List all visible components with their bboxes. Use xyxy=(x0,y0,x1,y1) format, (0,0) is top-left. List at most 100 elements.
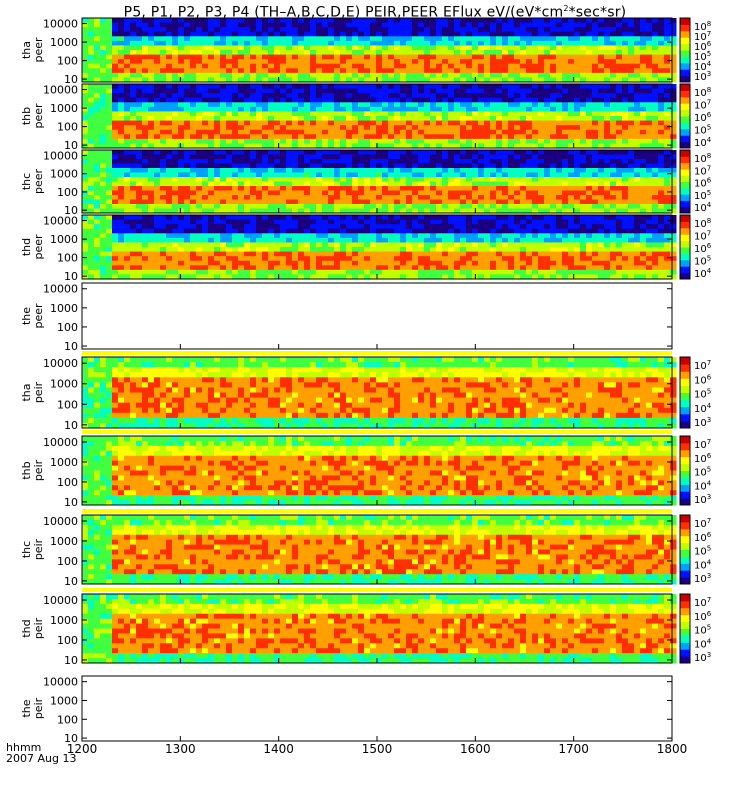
heatmap-cell-tha-peer xyxy=(520,72,527,78)
heatmap-cell-tha-peer xyxy=(322,63,329,69)
heatmap-cell-tha-peer xyxy=(520,63,527,69)
heatmap-cell-thb-peer xyxy=(268,111,275,117)
heatmap-cell-thd-peer xyxy=(292,269,299,275)
heatmap-cell-tha-peer xyxy=(328,54,335,60)
heatmap-cell-thb-peer xyxy=(238,143,245,149)
heatmap-cell-tha-peer xyxy=(430,63,437,69)
heatmap-cell-thc-peer xyxy=(286,159,293,164)
heatmap-cell-thc-peer xyxy=(484,204,491,209)
heatmap-cell-tha-peer xyxy=(646,50,653,56)
heatmap-cell-thb-peer xyxy=(88,111,95,117)
heatmap-cell-thb-peer xyxy=(634,97,641,103)
heatmap-cell-thb-peer xyxy=(268,125,275,131)
heatmap-cell-thb-peer xyxy=(502,88,509,94)
heatmap-cell-thd-peer xyxy=(286,274,293,280)
heatmap-cell-thb-peer xyxy=(526,143,533,149)
heatmap-cell-tha-peer xyxy=(82,77,89,83)
heatmap-cell-thb-peer xyxy=(430,97,437,103)
heatmap-cell-thd-peer xyxy=(298,265,305,271)
heatmap-cell-thc-peer xyxy=(340,159,347,164)
heatmap-cell-thb-peer xyxy=(178,138,185,144)
heatmap-cell-thb-peer xyxy=(100,138,107,144)
heatmap-cell-tha-peer xyxy=(610,63,617,69)
heatmap-cell-tha-peer xyxy=(244,50,251,56)
heatmap-cell-thb-peer xyxy=(220,138,227,144)
heatmap-cell-tha-peer xyxy=(562,72,569,78)
heatmap-cell-thb-peer xyxy=(628,125,635,131)
heatmap-cell-thc-peer xyxy=(370,190,377,196)
heatmap-cell-thb-peer xyxy=(538,102,545,108)
heatmap-cell-thd-peer xyxy=(88,251,95,257)
heatmap-cell-tha-peer xyxy=(268,36,275,42)
heatmap-cell-thb-peer xyxy=(580,97,587,103)
heatmap-cell-thb-peer xyxy=(178,134,185,140)
heatmap-cell-thc-peer xyxy=(670,199,677,205)
heatmap-cell-thc-peer xyxy=(148,150,155,155)
heatmap-cell-thb-peer xyxy=(628,84,635,90)
heatmap-cell-thd-peer xyxy=(160,228,167,234)
heatmap-cell-tha-peer xyxy=(460,27,467,33)
heatmap-cell-thc-peer xyxy=(250,181,257,187)
heatmap-cell-thb-peer xyxy=(652,102,659,108)
heatmap-cell-thb-peer xyxy=(226,97,233,103)
heatmap-cell-thd-peer xyxy=(358,274,365,280)
heatmap-cell-tha-peer xyxy=(292,36,299,42)
heatmap-cell-thc-peer xyxy=(358,150,365,155)
heatmap-cell-thd-peer xyxy=(322,233,329,239)
heatmap-cell-thb-peer xyxy=(406,120,413,126)
heatmap-cell-thb-peer xyxy=(316,102,323,108)
heatmap-cell-thc-peer xyxy=(394,159,401,164)
heatmap-cell-tha-peer xyxy=(646,59,653,65)
heatmap-cell-thb-peer xyxy=(478,120,485,126)
heatmap-cell-tha-peer xyxy=(478,40,485,46)
heatmap-cell-tha-peer xyxy=(394,18,401,24)
heatmap-cell-thc-peer xyxy=(400,208,407,214)
heatmap-cell-tha-peer xyxy=(664,40,671,46)
heatmap-cell-thc-peer xyxy=(532,154,539,160)
heatmap-cell-thb-peer xyxy=(526,106,533,112)
heatmap-cell-thc-peer xyxy=(106,199,113,205)
heatmap-cell-tha-peer xyxy=(178,54,185,60)
heatmap-cell-tha-peer xyxy=(160,63,167,69)
heatmap-cell-thd-peer xyxy=(214,224,221,230)
heatmap-cell-thc-peer xyxy=(322,177,329,182)
heatmap-cell-thb-peer xyxy=(88,120,95,126)
heatmap-cell-tha-peer xyxy=(124,22,131,28)
heatmap-cell-thb-peer xyxy=(592,111,599,117)
heatmap-cell-tha-peer xyxy=(658,77,665,83)
heatmap-cell-thc-peer xyxy=(580,190,587,196)
heatmap-cell-thc-peer xyxy=(490,195,497,200)
heatmap-cell-thc-peer xyxy=(202,163,209,169)
heatmap-cell-thc-peer xyxy=(340,208,347,214)
heatmap-cell-tha-peer xyxy=(526,31,533,37)
heatmap-cell-thc-peer xyxy=(442,190,449,196)
heatmap-cell-tha-peer xyxy=(232,45,239,51)
heatmap-cell-thc-peer xyxy=(448,159,455,164)
heatmap-cell-tha-peer xyxy=(250,68,257,74)
heatmap-cell-thb-peer xyxy=(274,138,281,144)
heatmap-cell-thd-peer xyxy=(94,247,101,253)
heatmap-cell-thb-peer xyxy=(586,129,593,135)
heatmap-cell-tha-peer xyxy=(112,31,119,37)
heatmap-cell-tha-peer xyxy=(538,54,545,60)
heatmap-cell-thc-peer xyxy=(292,163,299,169)
heatmap-cell-thd-peer xyxy=(328,219,335,225)
heatmap-cell-thd-peer xyxy=(88,265,95,271)
heatmap-cell-tha-peer xyxy=(286,31,293,37)
heatmap-cell-thc-peer xyxy=(478,204,485,209)
heatmap-cell-thb-peer xyxy=(568,120,575,126)
heatmap-cell-tha-peer xyxy=(370,63,377,69)
heatmap-cell-tha-peer xyxy=(196,59,203,65)
heatmap-cell-thb-peer xyxy=(508,129,515,135)
heatmap-cell-tha-peer xyxy=(610,40,617,46)
heatmap-cell-thd-peer xyxy=(382,224,389,230)
heatmap-cell-thc-peer xyxy=(412,190,419,196)
heatmap-cell-tha-peer xyxy=(550,22,557,28)
heatmap-cell-thc-peer xyxy=(274,190,281,196)
heatmap-cell-thd-peer xyxy=(160,247,167,253)
heatmap-cell-thb-peer xyxy=(658,88,665,94)
heatmap-cell-tha-peer xyxy=(484,50,491,56)
heatmap-cell-thb-peer xyxy=(106,125,113,131)
heatmap-cell-thd-peer xyxy=(124,228,131,234)
heatmap-cell-tha-peer xyxy=(532,36,539,42)
